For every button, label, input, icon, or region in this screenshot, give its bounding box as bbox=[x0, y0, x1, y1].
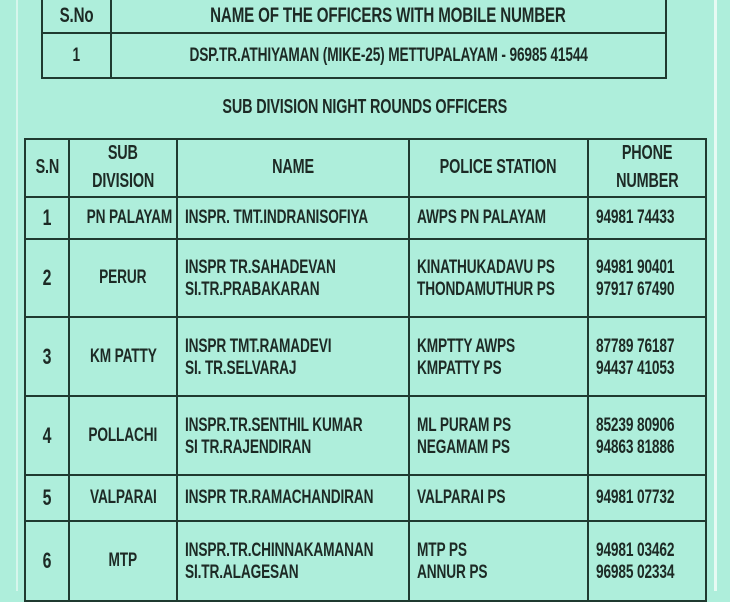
cell-name: INSPR. TMT.INDRANISOFIYA bbox=[176, 196, 410, 240]
header-officer-name: NAME OF THE OFFICERS WITH MOBILE NUMBER bbox=[109, 0, 668, 34]
table-row: 4 POLLACHI INSPR.TR.SENTHIL KUMAR SI TR.RAJ… bbox=[24, 395, 707, 476]
header-sn: S.N bbox=[24, 138, 70, 198]
cell-officer: DSP.TR.ATHIYAMAN (MIKE-25) METTUPALAYAM … bbox=[109, 32, 668, 79]
header-phone: PHONE NUMBER bbox=[587, 138, 707, 198]
cell-police-station: MTP PS ANNUR PS bbox=[408, 520, 589, 602]
cell-police-station: AWPS PN PALAYAM bbox=[408, 196, 589, 240]
cell-name: INSPR TR.RAMACHANDIRAN bbox=[176, 474, 410, 522]
cell-sn: 4 bbox=[24, 395, 70, 476]
cell-phone: 94981 74433 bbox=[587, 196, 707, 240]
cell-phone: 94981 90401 97917 67490 bbox=[587, 238, 707, 318]
cell-police-station: KINATHUKADAVU PS THONDAMUTHUR PS bbox=[408, 238, 589, 318]
cell-police-station: ML PURAM PS NEGAMAM PS bbox=[408, 395, 589, 476]
cell-phone: 85239 80906 94863 81886 bbox=[587, 395, 707, 476]
header-police-station: POLICE STATION bbox=[408, 138, 589, 198]
table-row: 5 VALPARAI INSPR TR.RAMACHANDIRAN VALPARAI … bbox=[24, 474, 707, 522]
cell-sn: 1 bbox=[24, 196, 70, 240]
table-row: 2 PERUR INSPR TR.SAHADEVAN SI.TR.PRABAKARAN… bbox=[24, 238, 707, 318]
dsp-table: S.No NAME OF THE OFFICERS WITH MOBILE NU… bbox=[41, 0, 668, 79]
cell-sub-division: POLLACHI bbox=[68, 395, 178, 476]
header-sno: S.No bbox=[41, 0, 112, 34]
cell-sub-division: PN PALAYAM bbox=[68, 196, 178, 240]
cell-sn: 6 bbox=[24, 520, 70, 602]
dsp-table-header: S.No NAME OF THE OFFICERS WITH MOBILE NU… bbox=[41, 0, 668, 34]
table-row: 1 PN PALAYAM INSPR. TMT.INDRANISOFIYA AWPS … bbox=[24, 196, 707, 240]
cell-sn: 5 bbox=[24, 474, 70, 522]
table-header: S.N SUB DIVISION NAME POLICE STATION PHON… bbox=[24, 138, 707, 198]
header-name: NAME bbox=[176, 138, 410, 198]
cell-name: INSPR TMT.RAMADEVI SI. TR.SELVARAJ bbox=[176, 316, 410, 397]
cell-sn: 2 bbox=[24, 238, 70, 318]
table-row: 1 DSP.TR.ATHIYAMAN (MIKE-25) METTUPALAYA… bbox=[41, 32, 668, 79]
cell-name: INSPR TR.SAHADEVAN SI.TR.PRABAKARAN bbox=[176, 238, 410, 318]
cell-sub-division: MTP bbox=[68, 520, 178, 602]
cell-sub-division: VALPARAI bbox=[68, 474, 178, 522]
cell-sn: 3 bbox=[24, 316, 70, 397]
cell-sno: 1 bbox=[41, 32, 112, 79]
page-frame bbox=[16, 0, 717, 591]
cell-police-station: KMPTTY AWPS KMPATTY PS bbox=[408, 316, 589, 397]
cell-phone: 94981 07732 bbox=[587, 474, 707, 522]
night-rounds-table: S.N SUB DIVISION NAME POLICE STATION PHON… bbox=[24, 138, 707, 602]
cell-name: INSPR.TR.SENTHIL KUMAR SI TR.RAJENDIRAN bbox=[176, 395, 410, 476]
table-row: 3 KM PATTY INSPR TMT.RAMADEVI SI. TR.SELVAR… bbox=[24, 316, 707, 397]
table-row: 6 MTP INSPR.TR.CHINNAKAMANAN SI.TR.ALAGESAN… bbox=[24, 520, 707, 602]
header-sub-division: SUB DIVISION bbox=[68, 138, 178, 198]
cell-sub-division: PERUR bbox=[68, 238, 178, 318]
cell-police-station: VALPARAI PS bbox=[408, 474, 589, 522]
cell-sub-division: KM PATTY bbox=[68, 316, 178, 397]
section-title: SUB DIVISION NIGHT ROUNDS OFFICERS bbox=[222, 96, 508, 118]
cell-name: INSPR.TR.CHINNAKAMANAN SI.TR.ALAGESAN bbox=[176, 520, 410, 602]
cell-phone: 94981 03462 96985 02334 bbox=[587, 520, 707, 602]
cell-phone: 87789 76187 94437 41053 bbox=[587, 316, 707, 397]
